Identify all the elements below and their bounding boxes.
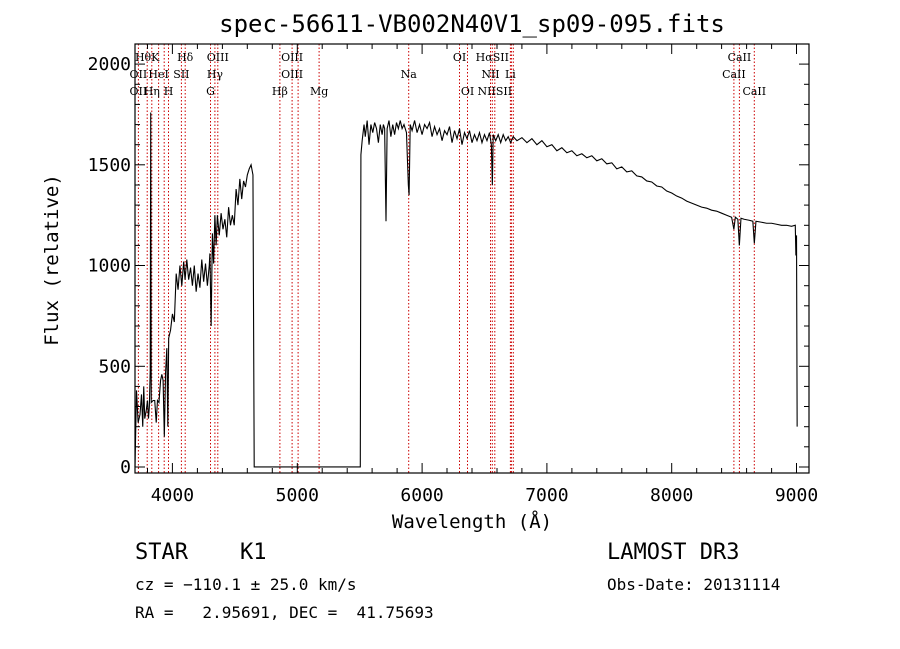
line-label: OII xyxy=(130,85,148,98)
line-label: OI xyxy=(461,85,474,98)
line-label: Hδ xyxy=(177,51,194,64)
line-label: Hγ xyxy=(207,68,224,81)
x-tick-label: 6000 xyxy=(400,485,443,506)
line-label: CaII xyxy=(722,68,746,81)
line-label: CaII xyxy=(742,85,766,98)
coordinates: RA = 2.95691, DEC = 41.75693 xyxy=(135,603,434,622)
object-subclass: K1 xyxy=(240,540,267,565)
spectrum-line xyxy=(134,112,798,468)
line-label: NIISII xyxy=(478,85,513,98)
obs-date: Obs-Date: 20131114 xyxy=(607,575,781,594)
y-axis-ticks: 0 500 1000 1500 2000 xyxy=(88,54,809,478)
line-label: NII xyxy=(481,68,499,81)
y-tick-label: 500 xyxy=(98,356,131,377)
x-axis-label: Wavelength (Å) xyxy=(392,510,552,533)
line-label: HθK xyxy=(135,51,160,64)
line-label: OIII xyxy=(207,51,229,64)
y-axis-label: Flux (relative) xyxy=(41,174,63,346)
x-tick-label: 5000 xyxy=(276,485,319,506)
y-tick-label: 0 xyxy=(120,457,131,478)
line-label: Mg xyxy=(310,85,328,98)
y-tick-label: 2000 xyxy=(88,54,131,75)
x-tick-label: 4000 xyxy=(151,485,194,506)
x-axis-ticks: 4000 5000 6000 7000 8000 9000 xyxy=(147,44,818,506)
line-label: Hη xyxy=(144,85,160,98)
line-label: OIII xyxy=(281,68,303,81)
line-label: OII xyxy=(130,68,148,81)
chart-title: spec-56611-VB002N40V1_sp09-095.fits xyxy=(219,10,725,38)
line-label: CaII xyxy=(728,51,752,64)
line-label: SII xyxy=(173,68,189,81)
line-label: Li xyxy=(505,68,516,81)
line-label: Na xyxy=(401,68,418,81)
x-tick-label: 8000 xyxy=(650,485,693,506)
plot-frame xyxy=(134,43,810,474)
line-label: HeI xyxy=(148,68,168,81)
line-label: G xyxy=(206,85,215,98)
y-tick-label: 1000 xyxy=(88,256,131,277)
line-label: H xyxy=(164,85,174,98)
x-tick-label: 9000 xyxy=(775,485,818,506)
object-class: STAR xyxy=(135,540,188,565)
y-tick-label: 1500 xyxy=(88,155,131,176)
x-tick-label: 7000 xyxy=(525,485,568,506)
line-label: OIII xyxy=(281,51,303,64)
line-markers xyxy=(137,44,755,473)
line-label: HαSII xyxy=(476,51,509,64)
redshift-cz: cz = −110.1 ± 25.0 km/s xyxy=(135,575,357,594)
line-label: OI xyxy=(453,51,466,64)
survey-name: LAMOST DR3 xyxy=(607,540,740,565)
line-label: Hβ xyxy=(272,85,288,98)
